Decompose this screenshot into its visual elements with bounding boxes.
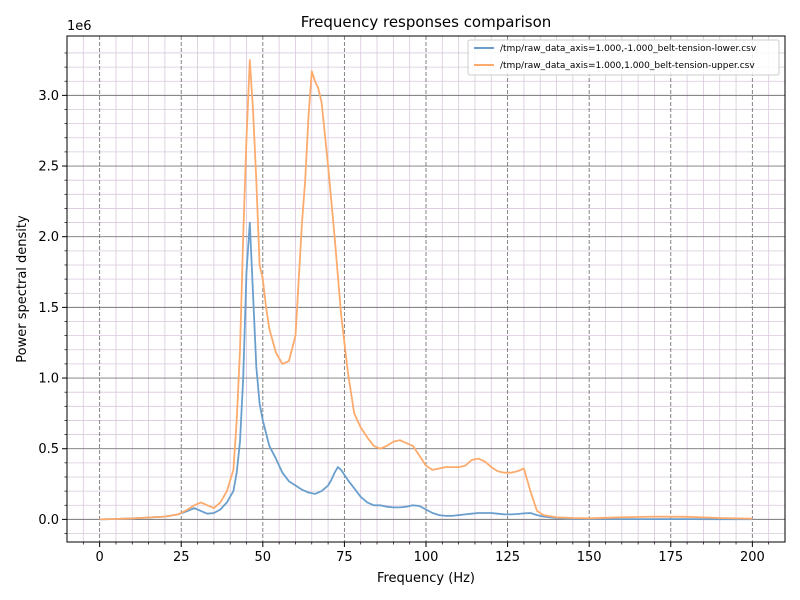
x-tick-label: 50 (255, 550, 272, 565)
x-tick-label: 0 (95, 550, 103, 565)
y-tick-label: 2.0 (38, 230, 59, 245)
legend-box (467, 39, 780, 76)
plot-area: 0 25 50 75 100 125 150 175 200 0.0 0.5 1.0 1.5 2.0 2.… (38, 35, 786, 565)
legend-label-upper: /tmp/raw_data_axis=1.000,1.000_belt-tens… (500, 61, 755, 71)
series-lines (99, 59, 753, 521)
y-offset-label: 1e6 (67, 19, 92, 34)
y-axis-label: Power spectral density (15, 215, 30, 363)
x-tick-label: 75 (336, 550, 353, 565)
y-axis-ticks: 0.0 0.5 1.0 1.5 2.0 2.5 3.0 (38, 52, 67, 534)
y-tick-label: 0.5 (38, 442, 59, 457)
x-axis-ticks: 0 25 50 75 100 125 150 175 200 (82, 542, 770, 565)
x-tick-label: 200 (740, 550, 765, 565)
x-tick-label: 125 (495, 550, 520, 565)
series-line-lower (99, 221, 753, 521)
legend-label-lower: /tmp/raw_data_axis=1.000,-1.000_belt-ten… (500, 44, 757, 54)
y-tick-label: 1.5 (38, 301, 59, 316)
x-axis-label: Frequency (Hz) (377, 571, 475, 586)
x-tick-label: 175 (658, 550, 683, 565)
x-tick-label: 150 (577, 550, 602, 565)
x-tick-label: 25 (173, 550, 190, 565)
y-tick-label: 1.0 (38, 372, 59, 387)
y-tick-label: 3.0 (38, 89, 59, 104)
major-grid (67, 36, 785, 542)
chart-title: Frequency responses comparison (301, 13, 552, 31)
x-tick-label: 100 (414, 550, 439, 565)
y-tick-label: 2.5 (38, 160, 59, 175)
series-line-upper (99, 59, 753, 521)
y-tick-label: 0.0 (38, 513, 59, 528)
legend: /tmp/raw_data_axis=1.000,-1.000_belt-ten… (467, 39, 780, 76)
